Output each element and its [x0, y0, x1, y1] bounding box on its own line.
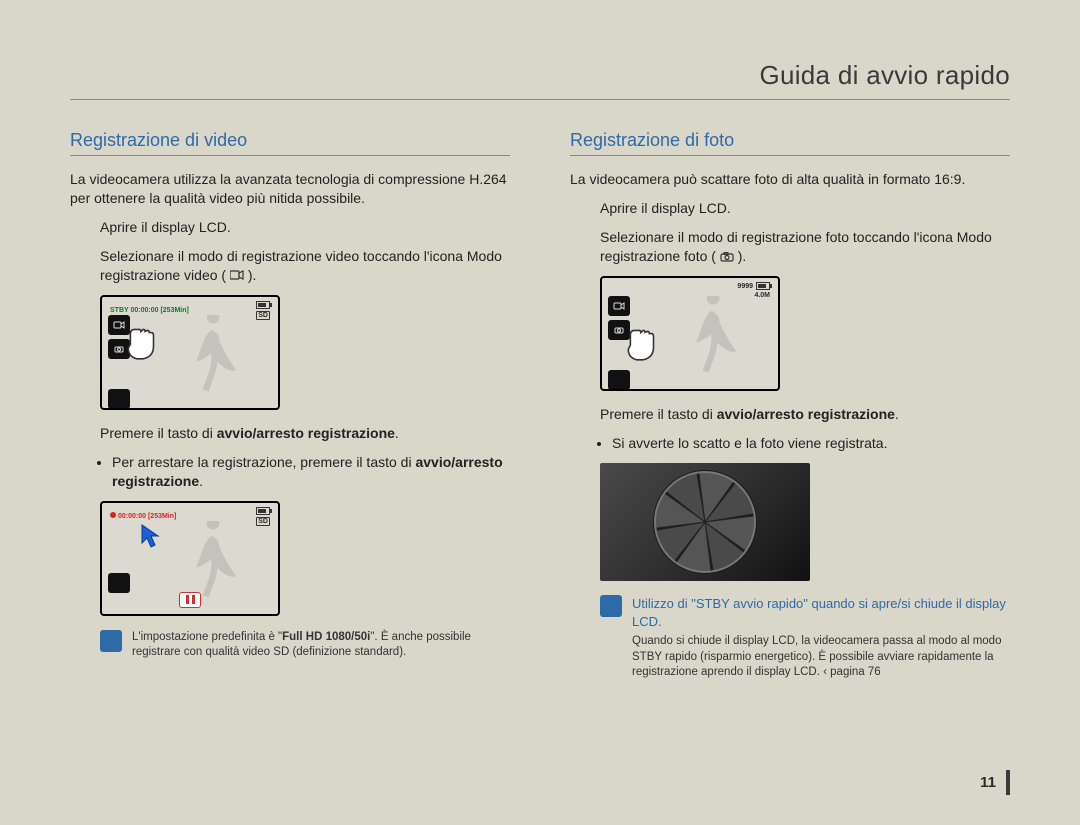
step3-bold: avvio/arresto registrazione [217, 425, 395, 441]
step-press-record-photo: Premere il tasto di avvio/arresto regist… [600, 405, 1010, 424]
manual-page: Guida di avvio rapido Registrazione di v… [70, 60, 1010, 795]
rec-status: 00:00:00 [253Min] [110, 512, 176, 520]
step3-pre: Premere il tasto di [100, 425, 217, 441]
left-column: Registrazione di video La videocamera ut… [70, 130, 510, 681]
video-mode-icon [230, 266, 244, 285]
p-step3-bold: avvio/arresto registrazione [717, 406, 895, 422]
count-row: 9999 [737, 282, 770, 290]
section-heading-photo: Registrazione di foto [570, 130, 1010, 156]
right-column: Registrazione di foto La videocamera può… [570, 130, 1010, 681]
bullet-shutter: Si avverte lo scatto e la foto viene reg… [612, 434, 1010, 453]
video-bullets: Per arrestare la registrazione, premere … [112, 453, 510, 491]
photo-bullets: Si avverte lo scatto e la foto viene reg… [612, 434, 1010, 453]
step-press-record: Premere il tasto di avvio/arresto regist… [100, 424, 510, 443]
page-title: Guida di avvio rapido [70, 60, 1010, 100]
p-side-icon-3 [608, 370, 630, 390]
note-badge-icon [100, 630, 122, 652]
photo-size: 4.0M [754, 292, 770, 299]
note-photo-text-block: Utilizzo di "STBY avvio rapido" quando s… [632, 595, 1010, 681]
p-step2-post: ). [734, 248, 746, 264]
p-step3-pre: Premere il tasto di [600, 406, 717, 422]
step-select-video-mode: Selezionare il modo di registrazione vid… [100, 247, 510, 286]
pause-button-icon [179, 592, 201, 608]
step-open-lcd: Aprire il display LCD. [100, 218, 510, 237]
section-heading-video: Registrazione di video [70, 130, 510, 156]
step2-post: ). [244, 267, 256, 283]
two-column-layout: Registrazione di video La videocamera ut… [70, 130, 1010, 681]
note-pre: L'impostazione predefinita è " [132, 631, 282, 643]
stby-status: STBY 00:00:00 [253Min] [110, 307, 189, 314]
intro-video: La videocamera utilizza la avanzata tecn… [70, 170, 510, 208]
note-photo: Utilizzo di "STBY avvio rapido" quando s… [600, 595, 1010, 681]
tap-hand-icon-2 [622, 322, 664, 364]
shutter-aperture-image [600, 463, 810, 581]
sd-icon-2: SD [256, 517, 270, 526]
tap-hand-icon [122, 321, 164, 363]
aperture-icon [640, 467, 770, 577]
note-photo-title: Utilizzo di "STBY avvio rapido" quando s… [632, 595, 1010, 630]
step3-post: . [395, 425, 399, 441]
p-step2-pre: Selezionare il modo di registrazione fot… [600, 229, 992, 264]
lcd-screenshot-video-stby: STBY 00:00:00 [253Min] SD [100, 295, 280, 410]
side-icon-3 [108, 389, 130, 409]
photo-mode-icon [720, 248, 734, 267]
note-video: L'impostazione predefinita è "Full HD 10… [100, 630, 510, 661]
p-step3-post: . [895, 406, 899, 422]
b1-pre: Per arrestare la registrazione, premere … [112, 454, 415, 470]
battery-icon-3 [756, 282, 770, 290]
lcd-side-icons-2 [108, 521, 130, 593]
step-open-lcd-photo: Aprire il display LCD. [600, 199, 1010, 218]
note-video-text: L'impostazione predefinita è "Full HD 10… [132, 630, 510, 661]
note-badge-icon-2 [600, 595, 622, 617]
p-side-icon-1 [608, 296, 630, 316]
lcd-top-right-rec: SD [256, 507, 270, 526]
note-photo-body: Quando si chiude il display LCD, la vide… [632, 634, 1010, 681]
battery-icon [256, 301, 270, 309]
battery-icon-2 [256, 507, 270, 515]
lcd-screenshot-photo: 9999 4.0M [600, 276, 780, 391]
intro-photo: La videocamera può scattare foto di alta… [570, 170, 1010, 189]
bullet-stop-recording: Per arrestare la registrazione, premere … [112, 453, 510, 491]
rec-time: 00:00:00 [253Min] [118, 513, 176, 520]
sd-icon: SD [256, 311, 270, 320]
photo-count: 9999 [737, 283, 753, 290]
page-number: 11 [980, 770, 1010, 795]
side-icon-rec [108, 573, 130, 593]
rec-dot-icon [110, 512, 116, 518]
lcd-screenshot-video-rec: 00:00:00 [253Min] SD [100, 501, 280, 616]
b1-post: . [199, 473, 203, 489]
dancer-silhouette [178, 315, 248, 400]
step2-pre: Selezionare il modo di registrazione vid… [100, 248, 502, 283]
note-bold: Full HD 1080/50i [282, 631, 370, 643]
dancer-silhouette-3 [678, 296, 748, 381]
lcd-top-right: SD [256, 301, 270, 320]
cursor-arrow-icon [140, 523, 160, 549]
step-select-photo-mode: Selezionare il modo di registrazione fot… [600, 228, 1010, 267]
